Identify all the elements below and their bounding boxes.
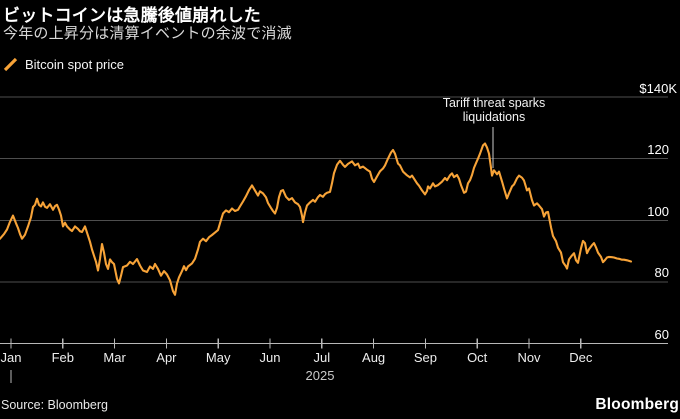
- x-axis-label: Sep: [413, 350, 437, 365]
- bloomberg-logo: Bloomberg: [595, 396, 679, 413]
- legend: Bitcoin spot price: [3, 56, 124, 72]
- x-axis-label: Nov: [517, 350, 541, 365]
- x-axis-label: Mar: [103, 350, 126, 365]
- x-axis-label: Dec: [569, 350, 593, 365]
- page-title: ビットコインは急騰後値崩れした: [3, 6, 261, 25]
- x-axis-label: Aug: [362, 350, 386, 365]
- annotation-line-1: Tariff threat sparks: [442, 96, 546, 110]
- page-subtitle: 今年の上昇分は清算イベントの余波で消滅: [3, 25, 292, 42]
- annotation: Tariff threat sparks liquidations: [442, 96, 546, 124]
- price-line: [0, 142, 633, 296]
- y-axis-label: 80: [654, 265, 669, 281]
- x-axis-label: Oct: [467, 350, 488, 365]
- year-label: 2025: [305, 368, 335, 383]
- x-axis-label: May: [205, 350, 231, 365]
- x-axis-label: Jun: [259, 350, 281, 365]
- legend-label: Bitcoin spot price: [25, 56, 124, 72]
- y-axis-label: 120: [647, 142, 669, 158]
- x-axis-label: Feb: [51, 350, 74, 365]
- source-label: Source: Bloomberg: [1, 398, 109, 412]
- x-axis-label: Apr: [156, 350, 177, 365]
- x-axis-label: Jul: [313, 350, 331, 365]
- annotation-line-2: liquidations: [462, 109, 526, 124]
- x-axis-label: Jan: [0, 350, 22, 365]
- y-axis-label: 100: [647, 203, 669, 219]
- y-axis-label: $140K: [639, 80, 677, 96]
- legend-slash-icon: [3, 57, 18, 71]
- y-axis-label: 60: [654, 327, 669, 342]
